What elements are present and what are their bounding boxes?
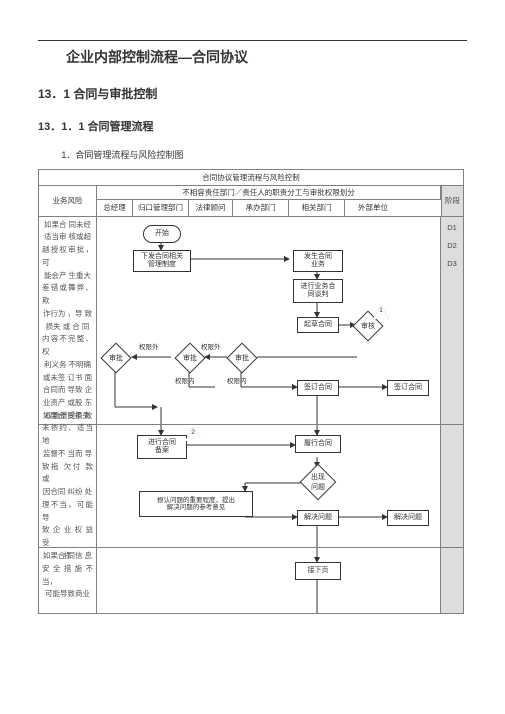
node-judge: 根认问题的重要程度，提出 解决问题的参考意见 <box>139 491 253 517</box>
label-in-scope-1: 权限内 <box>227 375 247 385</box>
diagram-section-1: 开始 下发合同相关 管理制度 发生合同 业务 进行业务合 同谈判 起草合同 审核… <box>97 217 441 424</box>
node-sign1: 签订合同 <box>297 380 339 396</box>
triangle-1: 1 <box>373 305 389 319</box>
col-legal: 法律顾问 <box>189 200 233 216</box>
figure-label: 1．合同管理流程与风险控制图 <box>61 148 467 161</box>
label-out-scope-1: 权限外 <box>201 341 221 351</box>
col-external: 外部单位 <box>345 200 401 216</box>
risk-text-3: 如果合 同信 息安全措施不当，可能导致商业 <box>39 548 97 613</box>
node-solve2: 解决问题 <box>387 510 429 526</box>
node-approve3: 审批 <box>226 342 257 373</box>
col-mgmt: 归口管理部门 <box>133 200 189 216</box>
risk-text-2: 如果合 同条 款未依约、适当地监督不 当而 导致拖 欠付 款 或因合同 纠纷 处… <box>39 425 97 547</box>
triangle-2: 2 <box>185 427 201 441</box>
table-title: 合同协议管理流程与风险控制 <box>39 170 463 185</box>
page: 企业内部控制流程—合同协议 13．1 合同与审批控制 13．1．1 合同管理流程… <box>0 0 505 714</box>
swimlane-header: 不相容责任部门／责任人的职责分工与审批权限划分 <box>97 186 441 200</box>
col-related: 相关部门 <box>289 200 345 216</box>
node-solve1: 解决问题 <box>297 510 339 526</box>
node-start: 开始 <box>143 225 181 243</box>
process-table: 合同协议管理流程与风险控制 业务风险 不相容责任部门／责任人的职责分工与审批权限… <box>38 169 464 614</box>
node-approve1: 审批 <box>100 342 131 373</box>
node-perform: 履行合同 <box>295 435 341 453</box>
label-in-scope-2: 权限内 <box>175 375 195 385</box>
node-prepare: 进行合同 备案 <box>137 435 187 459</box>
col-gm: 总经理 <box>97 200 133 216</box>
label-out-scope-2: 权限外 <box>139 341 159 351</box>
doc-title: 企业内部控制流程—合同协议 <box>38 47 467 67</box>
phase-col-3 <box>441 548 463 613</box>
node-negotiate: 进行业务合 同谈判 <box>293 279 343 303</box>
node-draft: 起草合同 <box>297 317 339 333</box>
diagram-section-2: 进行合同 备案 2 履行合同 出现 问题 根认问题的重要程度，提出 解决问题的参… <box>97 425 441 547</box>
node-next-page: 接下页 <box>295 562 341 580</box>
node-sign2: 签订合同 <box>387 380 429 396</box>
diagram-section-3: 接下页 <box>97 548 441 613</box>
col-handle: 承办部门 <box>233 200 289 216</box>
section-heading: 13．1 合同与审批控制 <box>38 85 467 102</box>
title-divider <box>38 40 467 41</box>
node-problem: 出现 问题 <box>300 464 337 501</box>
subsection-heading: 13．1．1 合同管理流程 <box>38 118 467 134</box>
risk-header: 业务风险 <box>39 186 97 216</box>
phase-col-2 <box>441 425 463 547</box>
risk-text-1: 如果合 同未经适当审 核或超越授权审批，可能会产 生重大差错或舞弊、欺诈行为 ，… <box>39 217 97 424</box>
phase-header: 阶段 <box>441 186 463 216</box>
phase-col-1: D1 D2 D3 <box>441 217 463 424</box>
node-happen: 发生合同 业务 <box>293 250 343 272</box>
node-issue-system: 下发合同相关 管理制度 <box>133 250 191 272</box>
